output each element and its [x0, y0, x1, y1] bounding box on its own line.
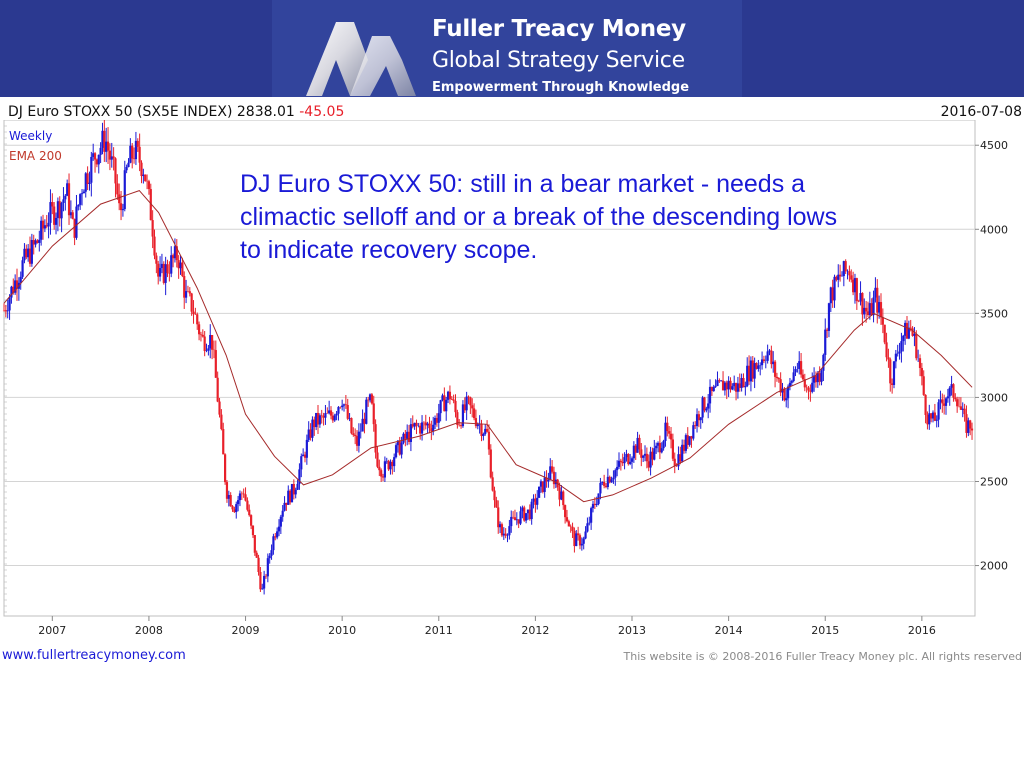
- x-tick-label: 2008: [135, 624, 163, 637]
- brand-name: Fuller Treacy Money: [432, 16, 686, 42]
- fuller-treacy-m-logo-icon: [306, 22, 416, 96]
- x-tick-label: 2007: [38, 624, 66, 637]
- brand-service: Global Strategy Service: [432, 48, 685, 73]
- x-tick-label: 2013: [618, 624, 646, 637]
- legend-ema-200: EMA 200: [9, 149, 62, 163]
- copyright-notice: This website is © 2008-2016 Fuller Treac…: [623, 650, 1022, 663]
- x-tick-label: 2016: [908, 624, 936, 637]
- legend-weekly: Weekly: [9, 129, 52, 143]
- price-chart: 2000 2500 3000 3500 4000 4500 2007 2008 2009 2010…: [2, 120, 1008, 637]
- y-tick-label: 3000: [980, 391, 1008, 404]
- plot-area: [3, 120, 976, 617]
- x-tick-label: 2015: [811, 624, 839, 637]
- x-tick-label: 2010: [328, 624, 356, 637]
- y-tick-label: 4500: [980, 139, 1008, 152]
- x-tick-label: 2009: [232, 624, 260, 637]
- brand-tagline: Empowerment Through Knowledge: [432, 80, 690, 95]
- chart-date: 2016-07-08: [940, 104, 1022, 120]
- chart-annotation: DJ Euro STOXX 50: still in a bear market…: [240, 170, 838, 264]
- x-tick-label: 2014: [715, 624, 743, 637]
- chart-title: DJ Euro STOXX 50 (SX5E INDEX) 2838.01 -4…: [8, 104, 344, 120]
- x-tick-label: 2012: [521, 624, 549, 637]
- y-tick-label: 2500: [980, 475, 1008, 488]
- chart-change: -45.05: [299, 104, 345, 120]
- chart-title-text: DJ Euro STOXX 50 (SX5E INDEX) 2838.01: [8, 104, 295, 120]
- y-tick-label: 2000: [980, 560, 1008, 573]
- y-tick-label: 3500: [980, 307, 1008, 320]
- ema-200-line: [3, 190, 973, 503]
- x-tick-label: 2011: [425, 624, 453, 637]
- site-url-link[interactable]: www.fullertreacymoney.com: [2, 648, 186, 663]
- y-tick-label: 4000: [980, 223, 1008, 236]
